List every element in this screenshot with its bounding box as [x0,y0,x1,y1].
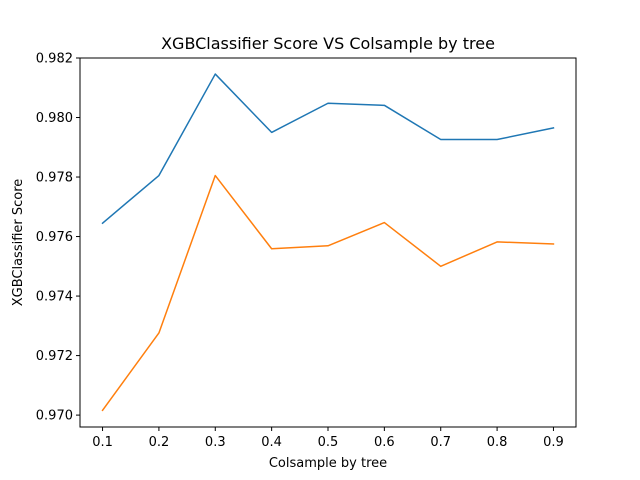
x-tick-label: 0.5 [318,435,339,450]
x-tick-label: 0.7 [430,435,451,450]
x-tick-label: 0.1 [92,435,113,450]
y-axis: 0.970 0.972 0.974 0.976 0.978 0.980 0.982 [36,52,80,424]
y-tick-label: 0.976 [36,230,73,245]
chart-title: XGBClassifier Score VS Colsample by tree [161,34,495,53]
y-tick-label: 0.978 [36,171,73,186]
y-tick-label: 0.972 [36,349,73,364]
x-tick-label: 0.3 [205,435,226,450]
x-axis: 0.1 0.2 0.3 0.4 0.5 0.6 0.7 0.8 0.9 [92,427,564,450]
y-tick-label: 0.974 [36,290,73,305]
y-tick-label: 0.982 [36,52,73,67]
series-line-1 [101,73,555,225]
x-tick-label: 0.9 [543,435,564,450]
y-tick-label: 0.980 [36,111,73,126]
x-tick-label: 0.2 [149,435,170,450]
y-tick-label: 0.970 [36,409,73,424]
series-line-2 [101,174,555,412]
x-tick-label: 0.4 [261,435,282,450]
x-axis-label: Colsample by tree [269,456,387,471]
plot-area [101,73,555,412]
y-axis-label: XGBClassifier Score [11,179,26,307]
x-tick-label: 0.6 [374,435,395,450]
x-tick-label: 0.8 [487,435,508,450]
